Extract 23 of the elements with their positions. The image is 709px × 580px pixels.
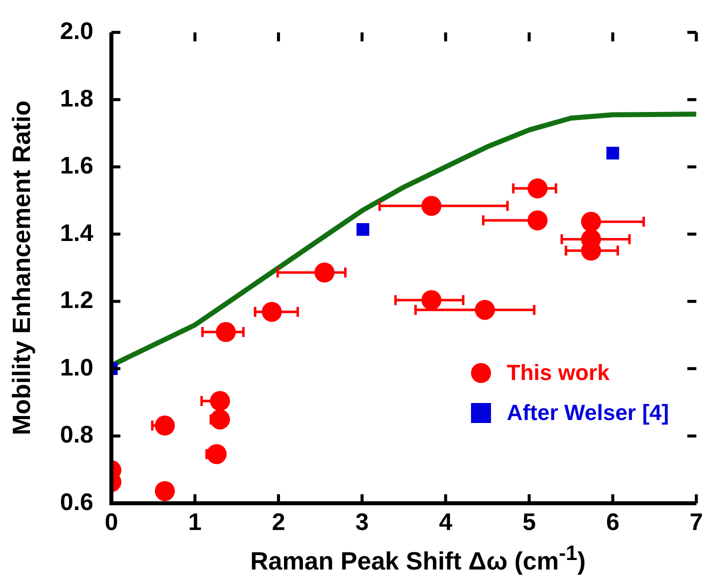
legend-label: This work: [506, 360, 610, 386]
x-tick-label: 6: [606, 509, 620, 536]
point: [356, 223, 370, 236]
y-tick-label: 2.0: [60, 18, 94, 46]
y-tick-label: 1.2: [60, 287, 94, 314]
y-tick-label: 1.0: [60, 354, 94, 382]
y-tick-label: 1.8: [60, 85, 94, 112]
y-axis-title: Mobility Enhancement Ratio: [8, 100, 36, 436]
x-tick-label: 0: [104, 509, 118, 536]
x-tick-label: 1: [188, 509, 202, 536]
x-tick-label: 7: [690, 509, 704, 536]
legend-label: After Welser [4]: [506, 400, 669, 426]
x-tick-label: 3: [355, 509, 369, 536]
x-axis-title: Raman Peak Shift Δω (cm$^{-1}$): [249, 542, 587, 576]
point: [606, 146, 620, 160]
y-tick-label: 1.4: [60, 220, 94, 247]
y-tick-label: 1.6: [60, 152, 94, 180]
point: [154, 481, 175, 502]
y-tick-label: 0.6: [60, 488, 94, 516]
y-tick-label: 0.8: [60, 422, 94, 449]
x-tick-label: 2: [272, 509, 286, 536]
x-tick-label: 5: [522, 509, 536, 536]
x-tick-label: 4: [438, 509, 453, 536]
